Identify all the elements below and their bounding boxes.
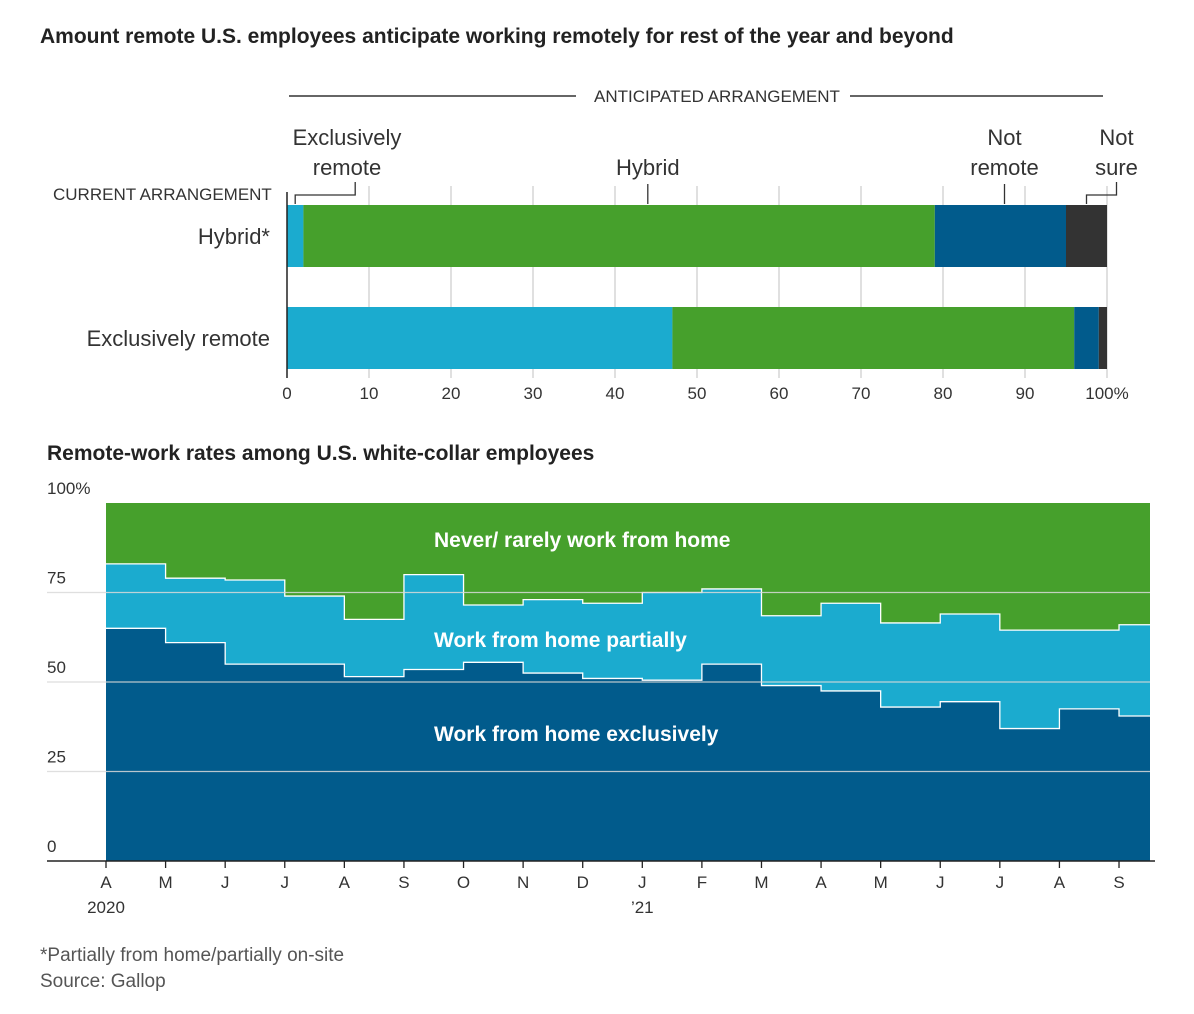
boundary-work-from-home-exclusively bbox=[106, 627, 1150, 730]
bar-segment-hybrid-hybrid bbox=[303, 205, 935, 267]
x-tick-label: 40 bbox=[606, 384, 625, 403]
bottom-chart-x-ticks: A 2020 M J J A S O N D J ’21 F M A M J J A S bbox=[87, 861, 1125, 917]
x-tick-label: S bbox=[1113, 873, 1124, 892]
x-tick-label: 20 bbox=[442, 384, 461, 403]
bar-segment-hybrid-exclusively-remote bbox=[287, 205, 304, 267]
x-tick-label: 10 bbox=[360, 384, 379, 403]
band-label-work-from-home-partially: Work from home partially bbox=[434, 629, 687, 652]
y-tick-label: 25 bbox=[47, 748, 66, 767]
bar-segment-exclusively-remote-not-sure bbox=[1098, 307, 1107, 369]
top-chart-category-labels: Hybrid* Exclusively remote bbox=[87, 224, 271, 351]
x-tick-label: O bbox=[457, 873, 470, 892]
top-chart-title: Amount remote U.S. employees anticipate … bbox=[40, 25, 954, 48]
x-tick-label: A bbox=[339, 873, 351, 892]
y-tick-label: 75 bbox=[47, 569, 66, 588]
leader-not-sure bbox=[1085, 182, 1118, 204]
band-label-never-rarely-work-from-home: Never/ rarely work from home bbox=[434, 529, 730, 552]
segment-label-not-sure: Not bbox=[1099, 125, 1133, 150]
bar-segment-hybrid-not-remote bbox=[934, 205, 1066, 267]
segment-label-exclusively-remote: remote bbox=[313, 155, 381, 180]
bar-segment-exclusively-remote-hybrid bbox=[672, 307, 1075, 369]
x-tick-label: A bbox=[815, 873, 827, 892]
bar-segment-hybrid-not-sure bbox=[1066, 205, 1107, 267]
top-chart-segment-labels: Exclusively remote Hybrid Not remote Not sure bbox=[293, 125, 1138, 180]
bottom-chart-y-ticks: 0 25 50 75 100% bbox=[47, 479, 90, 856]
x-tick-label: 0 bbox=[282, 384, 291, 403]
source-note: Source: Gallop bbox=[40, 971, 166, 992]
x-tick-label: M bbox=[159, 873, 173, 892]
x-tick-label: A bbox=[100, 873, 112, 892]
x-year-label: 2020 bbox=[87, 898, 125, 917]
y-tick-label: 50 bbox=[47, 658, 66, 677]
y-tick-label: 100% bbox=[47, 479, 90, 498]
x-tick-label: 70 bbox=[852, 384, 871, 403]
segment-label-exclusively-remote: Exclusively bbox=[293, 125, 402, 150]
x-tick-label: F bbox=[697, 873, 707, 892]
segment-label-not-remote: remote bbox=[970, 155, 1038, 180]
category-label-exclusively-remote: Exclusively remote bbox=[87, 326, 270, 351]
x-tick-label: 60 bbox=[770, 384, 789, 403]
x-tick-label: J bbox=[221, 873, 230, 892]
x-tick-label: 90 bbox=[1016, 384, 1035, 403]
x-tick-label: M bbox=[754, 873, 768, 892]
band-label-work-from-home-exclusively: Work from home exclusively bbox=[434, 723, 719, 746]
x-year-label: ’21 bbox=[631, 898, 654, 917]
x-tick-label: J bbox=[638, 873, 647, 892]
x-tick-label: D bbox=[577, 873, 589, 892]
boundary-work-from-home-partially bbox=[106, 563, 1150, 631]
x-tick-label: 30 bbox=[524, 384, 543, 403]
top-chart-x-ticks: 0 10 20 30 40 50 60 70 80 90 100% bbox=[282, 384, 1128, 403]
y-tick-label: 0 bbox=[47, 837, 56, 856]
anticipated-header: ANTICIPATED ARRANGEMENT bbox=[289, 87, 1103, 106]
footnote: *Partially from home/partially on-site bbox=[40, 945, 344, 966]
current-arrangement-header: CURRENT ARRANGEMENT bbox=[53, 185, 272, 204]
bar-segment-exclusively-remote-exclusively-remote bbox=[287, 307, 673, 369]
x-tick-label: A bbox=[1054, 873, 1066, 892]
top-chart-bars bbox=[287, 205, 1107, 369]
area-work-from-home-exclusively bbox=[106, 628, 1150, 861]
x-tick-label: S bbox=[398, 873, 409, 892]
leader-exclusively-remote bbox=[294, 182, 356, 204]
top-chart-segment-leaders bbox=[294, 182, 1118, 204]
x-tick-label: 100% bbox=[1085, 384, 1128, 403]
x-tick-label: N bbox=[517, 873, 529, 892]
x-tick-label: J bbox=[281, 873, 290, 892]
segment-label-hybrid: Hybrid bbox=[616, 155, 680, 180]
x-tick-label: M bbox=[874, 873, 888, 892]
x-tick-label: J bbox=[996, 873, 1005, 892]
x-tick-label: 80 bbox=[934, 384, 953, 403]
bottom-chart-band-labels: Work from home exclusively Work from home… bbox=[434, 529, 730, 746]
bottom-chart-gridlines bbox=[47, 591, 1155, 862]
segment-label-not-sure: sure bbox=[1095, 155, 1138, 180]
bottom-chart-title: Remote-work rates among U.S. white-colla… bbox=[47, 442, 594, 465]
segment-label-not-remote: Not bbox=[987, 125, 1021, 150]
anticipated-header-label: ANTICIPATED ARRANGEMENT bbox=[594, 87, 840, 106]
category-label-hybrid: Hybrid* bbox=[198, 224, 271, 249]
x-tick-label: 50 bbox=[688, 384, 707, 403]
x-tick-label: J bbox=[936, 873, 945, 892]
bar-segment-exclusively-remote-not-remote bbox=[1074, 307, 1099, 369]
